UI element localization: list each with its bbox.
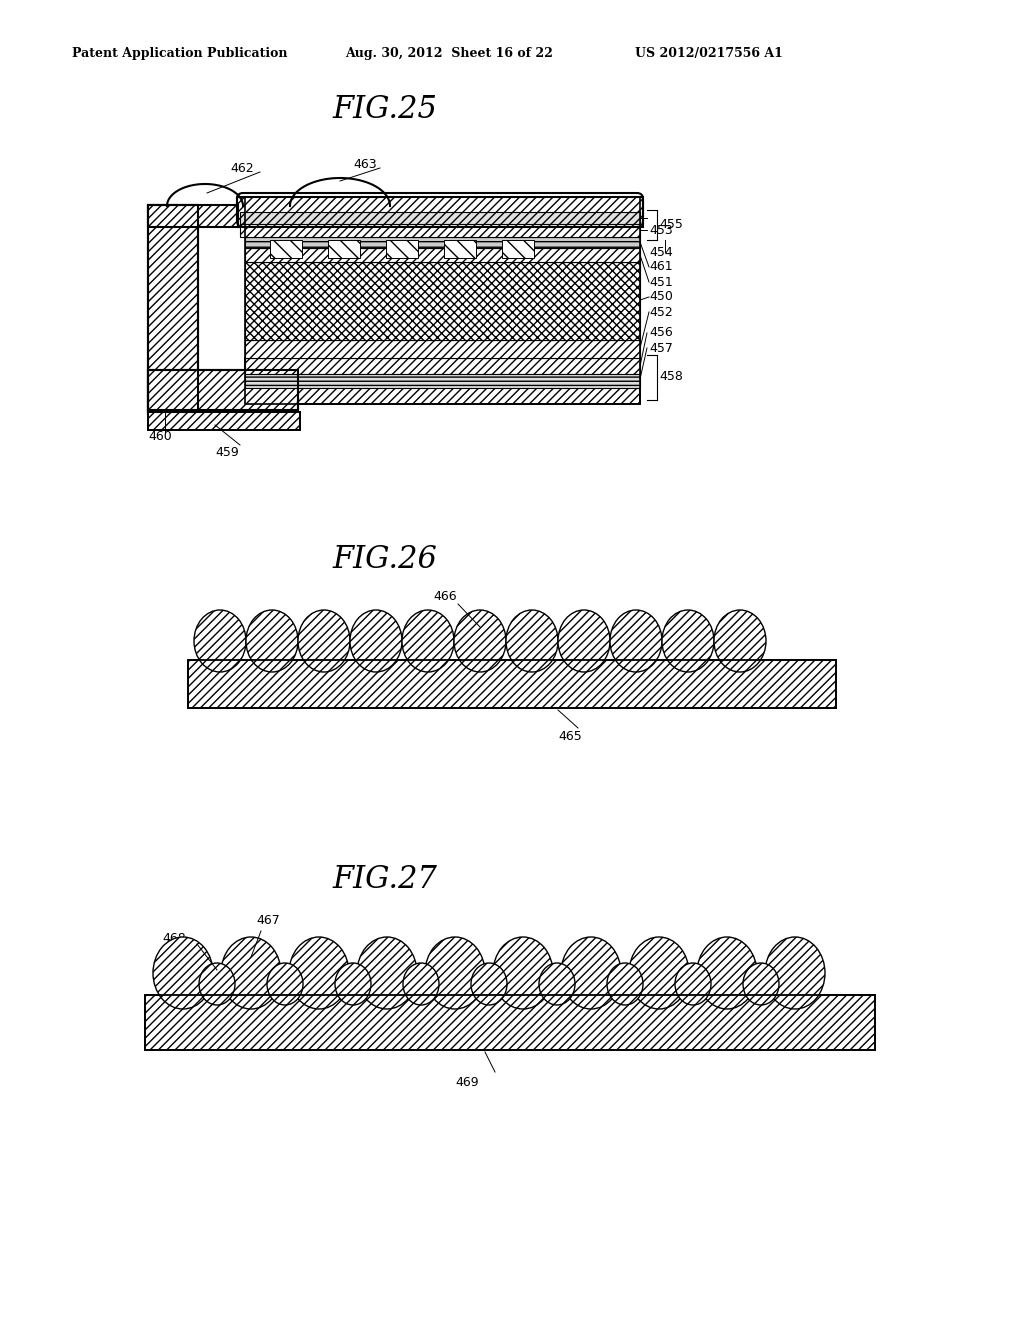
Text: US 2012/0217556 A1: US 2012/0217556 A1 (635, 48, 783, 61)
Ellipse shape (335, 964, 371, 1005)
Bar (245, 374, 640, 388)
Ellipse shape (714, 610, 766, 672)
Bar (148, 370, 298, 411)
Text: 458: 458 (659, 371, 683, 384)
Text: 455: 455 (659, 218, 683, 231)
Bar (328, 240, 360, 257)
Ellipse shape (199, 964, 234, 1005)
Bar (444, 240, 476, 257)
Ellipse shape (194, 610, 246, 672)
Ellipse shape (610, 610, 662, 672)
Ellipse shape (221, 937, 281, 1008)
Text: 462: 462 (230, 161, 254, 174)
Text: 454: 454 (649, 246, 673, 259)
Ellipse shape (454, 610, 506, 672)
Ellipse shape (403, 964, 439, 1005)
Bar (188, 660, 836, 708)
Bar (148, 205, 198, 412)
Text: 456: 456 (649, 326, 673, 339)
Text: FIG.26: FIG.26 (333, 544, 437, 576)
Text: Patent Application Publication: Patent Application Publication (72, 48, 288, 61)
Text: 467: 467 (256, 915, 280, 928)
Text: FIG.25: FIG.25 (333, 95, 437, 125)
Ellipse shape (662, 610, 714, 672)
Bar (502, 240, 534, 257)
Ellipse shape (561, 937, 621, 1008)
Ellipse shape (607, 964, 643, 1005)
Ellipse shape (629, 937, 689, 1008)
Bar (245, 261, 640, 341)
Bar (245, 358, 640, 374)
Text: FIG.27: FIG.27 (333, 865, 437, 895)
Text: 468: 468 (162, 932, 185, 945)
Bar (245, 238, 640, 248)
Text: 452: 452 (649, 305, 673, 318)
Text: 460: 460 (148, 430, 172, 444)
Ellipse shape (697, 937, 757, 1008)
Text: 457: 457 (649, 342, 673, 355)
Ellipse shape (765, 937, 825, 1008)
Ellipse shape (558, 610, 610, 672)
Ellipse shape (493, 937, 553, 1008)
Bar (145, 995, 874, 1049)
Bar (245, 341, 640, 358)
Bar (148, 412, 300, 430)
Bar (148, 205, 198, 414)
Ellipse shape (743, 964, 779, 1005)
Text: 459: 459 (215, 446, 239, 458)
Bar (145, 995, 874, 1049)
Ellipse shape (675, 964, 711, 1005)
Ellipse shape (246, 610, 298, 672)
Ellipse shape (350, 610, 402, 672)
Bar (245, 358, 640, 404)
Ellipse shape (471, 964, 507, 1005)
Bar (240, 224, 640, 238)
Bar (148, 370, 298, 412)
Text: 463: 463 (353, 158, 377, 172)
Text: 469: 469 (455, 1076, 478, 1089)
Text: 453: 453 (649, 223, 673, 236)
Ellipse shape (153, 937, 213, 1008)
Bar (237, 197, 643, 227)
Bar (240, 213, 640, 224)
Text: 450: 450 (649, 290, 673, 304)
Ellipse shape (289, 937, 349, 1008)
Bar (148, 412, 300, 430)
Bar (386, 240, 418, 257)
Ellipse shape (402, 610, 454, 672)
Bar (188, 660, 836, 708)
Text: 461: 461 (649, 260, 673, 273)
Ellipse shape (357, 937, 417, 1008)
Ellipse shape (298, 610, 350, 672)
Ellipse shape (506, 610, 558, 672)
Text: Aug. 30, 2012  Sheet 16 of 22: Aug. 30, 2012 Sheet 16 of 22 (345, 48, 553, 61)
Text: 465: 465 (558, 730, 582, 742)
Bar (270, 240, 302, 257)
Bar (245, 248, 640, 261)
Ellipse shape (425, 937, 485, 1008)
Text: 451: 451 (649, 276, 673, 289)
Ellipse shape (539, 964, 575, 1005)
Bar (245, 197, 640, 404)
Ellipse shape (267, 964, 303, 1005)
Text: 466: 466 (433, 590, 457, 603)
Bar (148, 205, 238, 227)
